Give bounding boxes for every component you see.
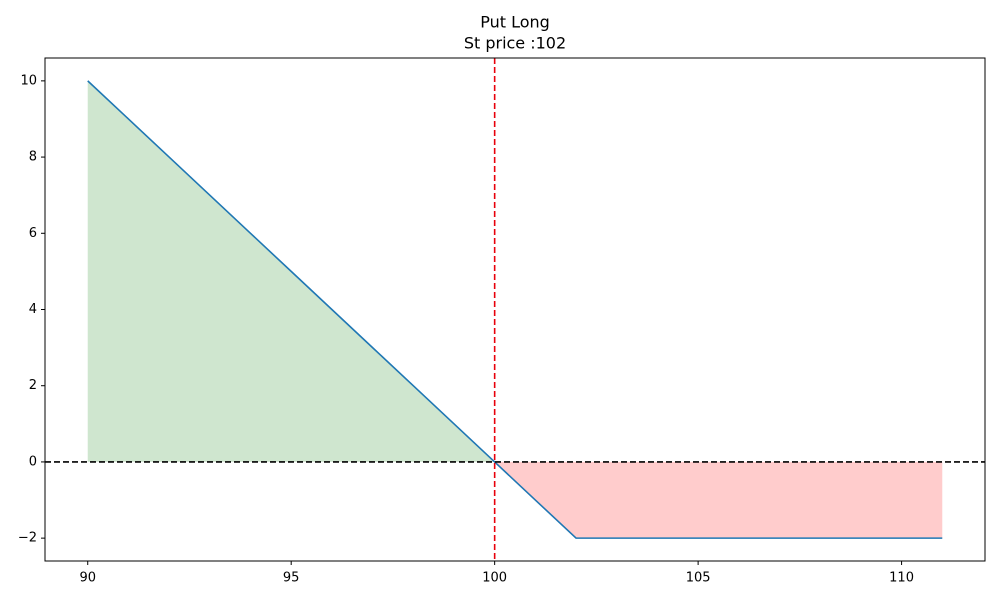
- x-tick-label: 95: [283, 571, 300, 586]
- y-tick-label: −2: [18, 531, 37, 546]
- y-tick-label: 2: [29, 378, 37, 393]
- y-tick-label: 0: [29, 454, 37, 469]
- x-tick-label: 100: [482, 571, 507, 586]
- y-tick-label: 10: [20, 73, 37, 88]
- x-tick-label: 105: [686, 571, 711, 586]
- chart-subtitle: St price :102: [464, 34, 566, 53]
- area-negative: [494, 461, 943, 539]
- y-tick-label: 8: [29, 150, 37, 165]
- x-tick-label: 90: [79, 571, 96, 586]
- y-tick-label: 4: [29, 302, 37, 317]
- payoff-line: [87, 80, 943, 539]
- x-tick-label: 110: [889, 571, 914, 586]
- chart-title: Put Long: [480, 13, 550, 32]
- y-tick-label: 6: [29, 226, 37, 241]
